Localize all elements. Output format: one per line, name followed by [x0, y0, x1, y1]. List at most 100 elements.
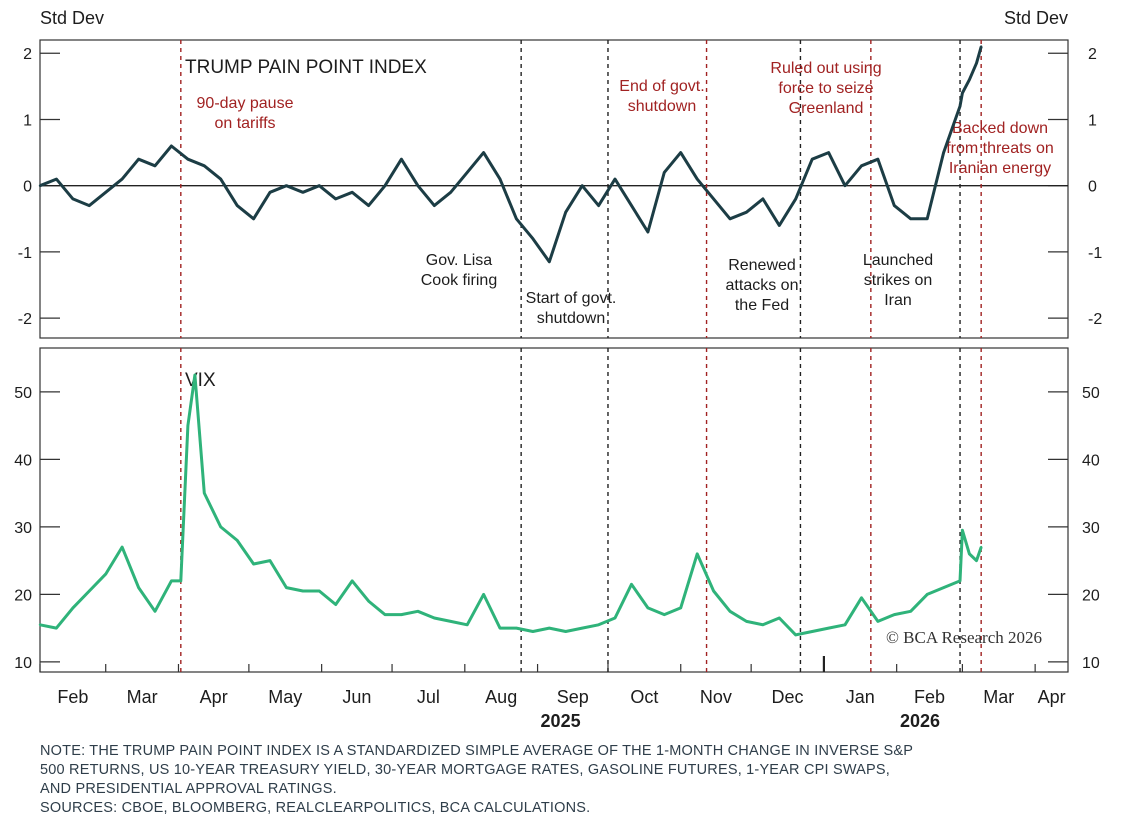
vix-point	[761, 623, 765, 626]
vix-point	[179, 579, 183, 583]
event-label: Launched strikes on Iran	[863, 252, 933, 309]
pain-index-point	[827, 151, 830, 154]
pain-index-point	[810, 158, 814, 161]
x-tick-label: Mar	[983, 687, 1014, 707]
vix-point	[38, 623, 42, 626]
footnote: NOTE: THE TRUMP PAIN POINT INDEX IS A ST…	[40, 742, 913, 818]
pain-index-point	[252, 217, 255, 220]
event-label-line: Iranian energy	[949, 160, 1051, 177]
event-label: Backed down from threats on Iranian energy	[946, 120, 1054, 177]
vix-point	[465, 623, 469, 626]
pain-index-point	[695, 177, 699, 181]
pain-index-point	[498, 177, 502, 181]
pain-index-point	[613, 177, 617, 181]
vix-point	[893, 613, 896, 616]
vix-point	[268, 559, 272, 562]
vix-point	[942, 586, 945, 589]
vix-point	[860, 596, 863, 599]
x-tick-label: Nov	[700, 687, 732, 707]
vix-point	[433, 616, 436, 620]
y-axis-unit-left: Std Dev	[40, 8, 104, 28]
event-label-line: the Fed	[735, 297, 789, 314]
pain-index-point	[975, 61, 978, 65]
vix-point	[695, 552, 699, 556]
pain-index-point	[285, 184, 288, 187]
pain-index-point	[761, 197, 765, 201]
vix-point	[925, 593, 929, 596]
pain-index-point	[909, 217, 912, 220]
x-tick-label: Apr	[1038, 687, 1066, 707]
vix-point	[728, 610, 732, 613]
event-label-line: attacks on	[726, 277, 799, 294]
year-label-2026: 2026	[900, 711, 940, 731]
event-label: Start of govt. shutdown	[526, 290, 617, 327]
vix-point	[449, 620, 452, 623]
vix-point	[252, 562, 255, 566]
footnote-sources: SOURCES: CBOE, BLOOMBERG, REALCLEARPOLIT…	[40, 800, 591, 816]
vix-point	[203, 491, 206, 495]
vix-point	[350, 579, 354, 583]
pain-index-point	[778, 224, 781, 227]
vix-point	[712, 589, 715, 593]
vix-point	[318, 589, 321, 593]
event-label-line: shutdown	[628, 98, 697, 115]
vix-point	[909, 610, 912, 613]
credit-label: © BCA Research 2026	[886, 628, 1042, 647]
pain-index-point	[153, 164, 157, 168]
y-axis-unit-right: Std Dev	[1004, 8, 1068, 28]
vix-ytick-label-right: 10	[1082, 655, 1100, 672]
pain-index-point	[350, 191, 354, 194]
top-panel-frame	[39, 39, 1069, 339]
vix-point	[679, 606, 682, 610]
event-label-line: Cook firing	[421, 272, 497, 289]
x-tick-label: Feb	[57, 687, 88, 707]
vix-point	[843, 623, 847, 626]
footnote-line-2: 500 RETURNS, US 10-YEAR TREASURY YIELD, …	[40, 762, 891, 778]
vix-point	[827, 626, 830, 630]
footnote-line-1: NOTE: THE TRUMP PAIN POINT INDEX IS A ST…	[40, 743, 914, 759]
vix-point	[193, 373, 197, 377]
event-label-line: End of govt.	[619, 78, 704, 95]
pain-index-point	[334, 197, 337, 201]
vix-point	[613, 616, 617, 620]
vix-title: VIX	[185, 370, 216, 391]
pain-index-point	[55, 177, 58, 181]
pain-index-point	[663, 171, 666, 174]
event-label-line: 90-day pause	[197, 95, 294, 112]
event-label-line: from threats on	[946, 140, 1054, 157]
vix-point	[400, 613, 403, 616]
pain-index-point	[318, 184, 321, 187]
pain-index-point	[203, 164, 206, 168]
vix-point	[416, 610, 420, 613]
pain-ytick-label-left: -2	[18, 311, 32, 328]
vix-point	[104, 572, 107, 576]
vix-ytick-label-left: 30	[14, 520, 32, 537]
pain-index-point	[893, 204, 896, 207]
x-tick-label: Jun	[342, 687, 371, 707]
pain-ytick-label-right: 2	[1088, 46, 1097, 63]
pain-index-point	[548, 260, 551, 264]
pain-index-point	[564, 210, 567, 214]
pain-index-point	[416, 184, 420, 187]
pain-index-point	[843, 184, 847, 187]
x-tick-label: Apr	[200, 687, 228, 707]
pain-index-point	[968, 78, 971, 81]
event-label-line: Renewed	[728, 257, 796, 274]
pain-index-point	[104, 191, 107, 194]
pain-index-point	[515, 217, 518, 220]
vix-point	[630, 583, 633, 586]
pain-index-point	[925, 217, 929, 220]
pain-index-point	[400, 158, 403, 161]
vix-point	[383, 613, 387, 616]
vix-point	[548, 626, 551, 630]
pain-ytick-label-right: 1	[1088, 112, 1097, 129]
event-label-line: Greenland	[789, 100, 864, 117]
x-tick-label: Oct	[630, 687, 658, 707]
vix-point	[219, 525, 222, 529]
pain-ytick-label-left: 1	[23, 112, 32, 129]
vix-point	[482, 593, 485, 596]
pain-index-point	[482, 151, 485, 154]
pain-index-point	[728, 217, 732, 220]
event-label: Renewed attacks on the Fed	[726, 257, 799, 314]
pain-index-point	[120, 177, 124, 181]
